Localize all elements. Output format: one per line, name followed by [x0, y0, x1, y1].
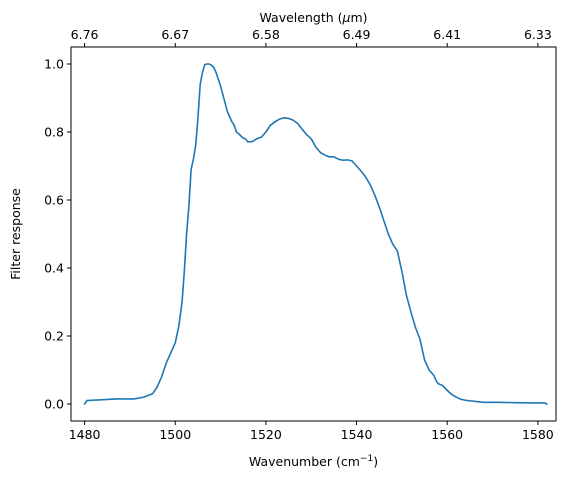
x-tick-label: 1520 [250, 427, 282, 442]
plot-area [70, 46, 557, 422]
y-axis-label: Filter response [8, 188, 23, 280]
y-tick-label: 0.8 [44, 125, 64, 140]
x-axis-label: Wavenumber (cm−1) [249, 454, 378, 469]
x-axis-bottom: 1480 1500 1520 1540 1560 1580 [69, 421, 554, 442]
y-tick-label: 0.0 [44, 397, 64, 412]
top-x-tick-label: 6.33 [524, 27, 552, 42]
x-tick-label: 1580 [522, 427, 554, 442]
axes-frame [70, 46, 557, 422]
top-x-tick-label: 6.67 [161, 27, 189, 42]
x-tick-label: 1560 [431, 427, 463, 442]
x-tick-label: 1480 [69, 427, 101, 442]
x-tick-label: 1540 [341, 427, 373, 442]
y-tick-label: 0.2 [44, 329, 64, 344]
y-axis-left: 0.0 0.2 0.4 0.6 0.8 1.0 [44, 57, 71, 412]
y-tick-label: 0.6 [44, 193, 64, 208]
top-x-tick-label: 6.76 [71, 27, 99, 42]
x-tick-label: 1500 [159, 427, 191, 442]
top-x-axis-label: Wavelength (μm) [259, 10, 367, 25]
x-axis-top: 6.76 6.67 6.58 6.49 6.41 6.33 [71, 27, 552, 47]
y-tick-label: 0.4 [44, 261, 64, 276]
top-x-tick-label: 6.58 [252, 27, 280, 42]
y-tick-label: 1.0 [44, 57, 64, 72]
top-x-tick-label: 6.41 [433, 27, 461, 42]
top-x-tick-label: 6.49 [343, 27, 371, 42]
series-line [83, 63, 548, 405]
